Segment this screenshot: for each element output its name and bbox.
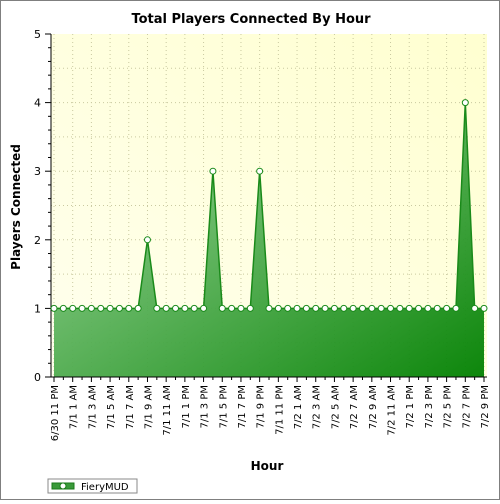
x-tick-label: 7/1 11 PM	[274, 385, 285, 435]
legend-label: FieryMUD	[81, 482, 129, 493]
data-point	[340, 304, 348, 312]
data-point	[302, 304, 310, 312]
data-point	[405, 304, 413, 312]
y-tick-label: 3	[34, 165, 41, 178]
x-tick-label: 7/1 5 AM	[106, 385, 117, 429]
y-axis-label: Players Connected	[9, 144, 23, 270]
data-point	[162, 304, 170, 312]
x-tick-label: 7/2 3 AM	[312, 385, 323, 429]
data-point	[349, 304, 357, 312]
data-point	[471, 304, 479, 312]
data-point	[59, 304, 67, 312]
x-tick-label: 7/1 7 PM	[237, 385, 248, 428]
data-point	[200, 304, 208, 312]
data-point	[274, 304, 282, 312]
y-axis-ticks: 0 1 2 3 4 5	[34, 28, 51, 384]
data-point	[106, 304, 114, 312]
data-point	[143, 236, 151, 244]
legend: FieryMUD	[47, 478, 138, 494]
x-tick-label: 7/1 3 PM	[200, 385, 211, 428]
data-point	[387, 304, 395, 312]
data-point	[125, 304, 133, 312]
x-tick-label: 7/2 3 PM	[424, 385, 435, 428]
data-point	[50, 304, 58, 312]
x-tick-label: 7/1 11 AM	[162, 385, 173, 436]
data-point	[461, 99, 469, 107]
y-tick-label: 5	[34, 28, 41, 41]
x-tick-label: 7/2 5 PM	[443, 385, 454, 428]
x-axis-label: Hour	[251, 459, 284, 473]
x-tick-label: 7/1 7 AM	[125, 385, 136, 429]
data-point	[368, 304, 376, 312]
data-point	[256, 167, 264, 175]
data-point	[284, 304, 292, 312]
data-point	[172, 304, 180, 312]
data-point	[134, 304, 142, 312]
data-point	[153, 304, 161, 312]
data-point	[452, 304, 460, 312]
y-tick-label: 1	[34, 302, 41, 315]
x-tick-label: 7/1 1 AM	[69, 385, 80, 429]
x-tick-label: 7/1 9 AM	[143, 385, 154, 429]
data-point	[209, 167, 217, 175]
data-point	[190, 304, 198, 312]
y-tick-label: 2	[34, 234, 41, 247]
data-point	[321, 304, 329, 312]
data-point	[415, 304, 423, 312]
x-tick-label: 7/1 3 AM	[87, 385, 98, 429]
data-point	[358, 304, 366, 312]
x-tick-label: 7/2 7 AM	[349, 385, 360, 429]
x-tick-label: 7/1 1 PM	[181, 385, 192, 428]
data-point	[377, 304, 385, 312]
x-tick-label: 6/30 11 PM	[50, 385, 61, 441]
x-tick-label: 7/2 1 AM	[293, 385, 304, 429]
data-point	[312, 304, 320, 312]
data-point	[265, 304, 273, 312]
y-tick-label: 4	[34, 97, 41, 110]
data-point	[69, 304, 77, 312]
data-point	[480, 304, 488, 312]
data-point	[97, 304, 105, 312]
data-point	[87, 304, 95, 312]
data-point	[237, 304, 245, 312]
x-tick-label: 7/2 1 PM	[405, 385, 416, 428]
data-point	[424, 304, 432, 312]
data-point	[218, 304, 226, 312]
data-point	[228, 304, 236, 312]
x-tick-label: 7/1 5 PM	[218, 385, 229, 428]
x-axis-ticks: 6/30 11 PM 7/1 1 AM 7/1 3 AM 7/1 5 AM 7/1 7 …	[50, 377, 491, 441]
chart-title: Total Players Connected By Hour	[131, 12, 371, 27]
y-tick-label: 0	[34, 371, 41, 384]
data-points	[50, 99, 488, 312]
legend-marker	[59, 482, 67, 490]
data-point	[78, 304, 86, 312]
data-point	[115, 304, 123, 312]
x-tick-label: 7/2 9 PM	[480, 385, 491, 428]
data-point	[443, 304, 451, 312]
x-tick-label: 7/2 7 PM	[461, 385, 472, 428]
x-tick-label: 7/2 5 AM	[330, 385, 341, 429]
data-point	[181, 304, 189, 312]
data-point	[330, 304, 338, 312]
data-point	[396, 304, 404, 312]
data-point	[433, 304, 441, 312]
data-point	[246, 304, 254, 312]
data-point	[293, 304, 301, 312]
x-tick-label: 7/2 9 AM	[368, 385, 379, 429]
x-tick-label: 7/1 9 PM	[256, 385, 267, 428]
x-tick-label: 7/2 11 AM	[387, 385, 398, 436]
